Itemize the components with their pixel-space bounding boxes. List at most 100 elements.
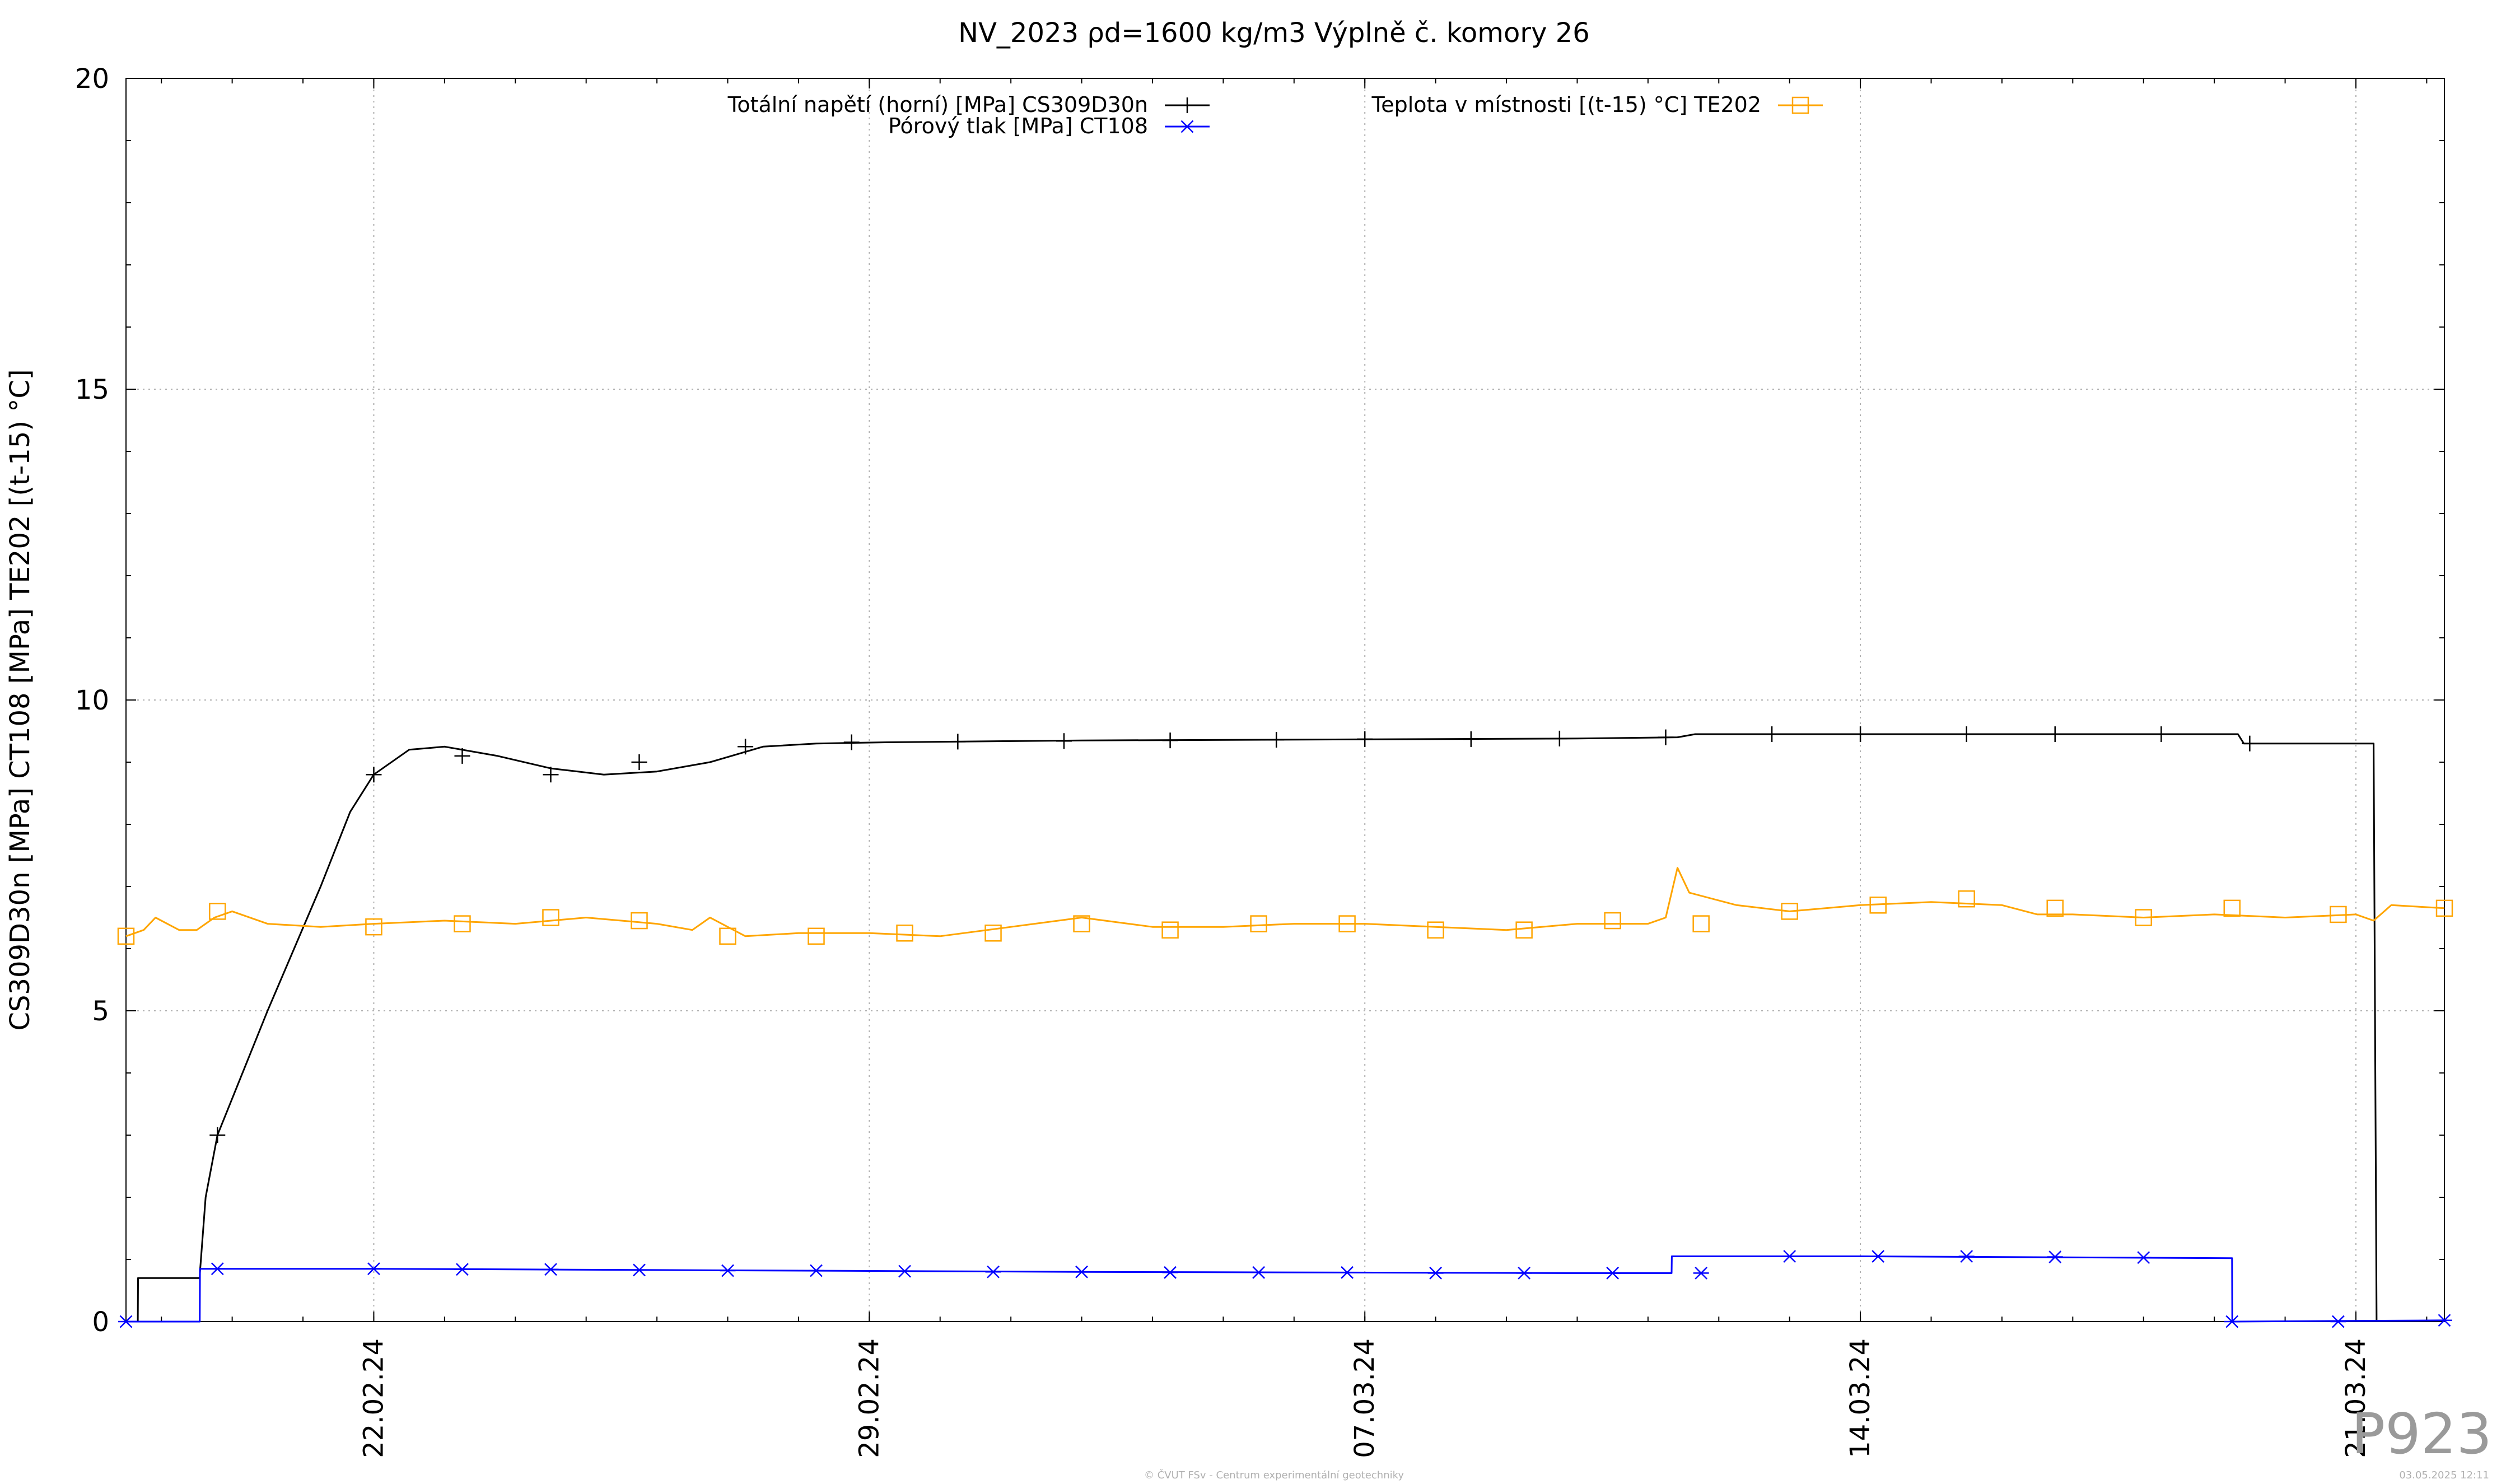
legend-total-stress-label: Totální napětí (horní) [MPa] CS309D30n bbox=[727, 92, 1148, 117]
pore-pressure-series-point bbox=[2047, 1250, 2063, 1263]
y-tick-label: 5 bbox=[92, 996, 109, 1027]
room-temperature-series-point bbox=[2046, 899, 2064, 917]
total-stress-series-point bbox=[454, 748, 470, 764]
pore-pressure-series-point bbox=[1250, 1266, 1267, 1279]
pore-pressure-series-point bbox=[2224, 1315, 2240, 1328]
pore-pressure-series-line bbox=[126, 1255, 2445, 1323]
pore-pressure-series-point bbox=[543, 1263, 559, 1276]
total-stress-series-point bbox=[1056, 733, 1072, 749]
room-temperature-series-point bbox=[984, 925, 1002, 942]
pore-pressure-series-point bbox=[897, 1264, 913, 1278]
pore-pressure-series-point bbox=[209, 1262, 226, 1276]
pore-pressure-series-point bbox=[1781, 1250, 1798, 1263]
legend: Totální napětí (horní) [MPa] CS309D30nPó… bbox=[727, 92, 1823, 138]
pore-pressure-series-point bbox=[1339, 1266, 1355, 1279]
watermark: P923 bbox=[2351, 1401, 2492, 1467]
room-temperature-series-point bbox=[542, 909, 559, 926]
room-temperature-series-point bbox=[1869, 897, 1887, 914]
room-temperature-series-point bbox=[1338, 915, 1356, 932]
x-tick-label: 14.03.24 bbox=[1845, 1338, 1876, 1458]
room-temperature-series-point bbox=[1515, 921, 1533, 939]
x-tick-label: 21.03.24 bbox=[2340, 1338, 2372, 1458]
y-tick-label: 15 bbox=[75, 374, 109, 405]
room-temperature-series-line bbox=[125, 867, 2445, 937]
pore-pressure-series-point bbox=[1693, 1267, 1709, 1280]
room-temperature-series-point bbox=[1250, 915, 1267, 932]
room-temperature-series-point bbox=[1073, 915, 1090, 932]
total-stress-series-point bbox=[1764, 726, 1780, 743]
pore-pressure-series-point bbox=[2437, 1314, 2452, 1327]
legend-pore-pressure-marker bbox=[1179, 120, 1195, 133]
credit-text: © ČVUT FSv - Centrum experimentální geot… bbox=[1144, 1469, 1404, 1481]
room-temperature-series-point bbox=[1427, 921, 1444, 939]
room-temperature-series-point bbox=[896, 925, 913, 942]
total-stress-series-point bbox=[1268, 732, 1285, 748]
pore-pressure-series-point bbox=[454, 1263, 470, 1276]
total-stress-series-point bbox=[2047, 726, 2063, 743]
total-stress-series-point bbox=[366, 767, 382, 783]
pore-pressure-series-point bbox=[1074, 1265, 1090, 1278]
total-stress-series-point bbox=[209, 1127, 226, 1143]
pore-pressure-series-point bbox=[1958, 1250, 1975, 1263]
pore-pressure-series bbox=[118, 1250, 2452, 1328]
pore-pressure-series-point bbox=[118, 1315, 134, 1328]
total-stress-series-point bbox=[631, 754, 647, 770]
pore-pressure-series-point bbox=[2135, 1251, 2152, 1264]
pore-pressure-series-point bbox=[631, 1263, 647, 1277]
chart-title: NV_2023 ρd=1600 kg/m3 Výplně č. komory 2… bbox=[958, 17, 1590, 49]
total-stress-series-point bbox=[1658, 729, 1674, 745]
total-stress-series-point bbox=[1958, 726, 1975, 743]
room-temperature-series-point bbox=[117, 927, 135, 945]
pore-pressure-series-point bbox=[1427, 1267, 1444, 1280]
pore-pressure-series-point bbox=[985, 1265, 1001, 1278]
pore-pressure-series-point bbox=[366, 1262, 382, 1276]
room-temperature-series-point bbox=[719, 927, 736, 945]
x-tick-label: 07.03.24 bbox=[1349, 1338, 1380, 1458]
legend-pore-pressure: Pórový tlak [MPa] CT108 bbox=[888, 114, 1210, 138]
room-temperature-series-point bbox=[808, 927, 825, 945]
pore-pressure-series-point bbox=[1604, 1267, 1621, 1280]
room-temperature-series bbox=[117, 867, 2453, 945]
total-stress-series-point bbox=[738, 739, 754, 755]
pore-pressure-series-point bbox=[720, 1264, 736, 1277]
room-temperature-series-point bbox=[631, 912, 648, 930]
room-temperature-series-point bbox=[454, 915, 471, 932]
pore-pressure-series-point bbox=[2330, 1315, 2346, 1328]
room-temperature-series-point bbox=[2135, 909, 2152, 926]
legend-total-stress: Totální napětí (horní) [MPa] CS309D30n bbox=[727, 92, 1210, 117]
pore-pressure-series-point bbox=[808, 1264, 824, 1277]
y-tick-label: 20 bbox=[75, 63, 109, 95]
room-temperature-series-point bbox=[1161, 921, 1179, 939]
total-stress-series-point bbox=[1463, 731, 1479, 747]
room-temperature-series-point bbox=[1781, 903, 1798, 920]
y-axis-label: CS309D30n [MPa] CT108 [MPa] TE202 [(t-15… bbox=[4, 369, 36, 1030]
legend-room-temperature-marker bbox=[1791, 96, 1809, 114]
legend-room-temperature-label: Teplota v místnosti [(t-15) °C] TE202 bbox=[1371, 92, 1761, 117]
x-tick-label: 29.02.24 bbox=[853, 1338, 885, 1458]
total-stress-series-point bbox=[1357, 731, 1373, 747]
total-stress-series bbox=[126, 726, 2378, 1323]
total-stress-series-point bbox=[1551, 730, 1567, 746]
pore-pressure-series-point bbox=[1870, 1250, 1886, 1263]
total-stress-series-line bbox=[126, 733, 2378, 1323]
legend-total-stress-marker bbox=[1179, 97, 1195, 113]
pore-pressure-series-point bbox=[1162, 1266, 1178, 1279]
series-layer bbox=[117, 726, 2453, 1328]
legend-room-temperature: Teplota v místnosti [(t-15) °C] TE202 bbox=[1371, 92, 1823, 117]
pore-pressure-series-point bbox=[1516, 1267, 1532, 1280]
axis-ticks: 0 5 10 15 20 22.02.24 29.02.24 07.03.24 14.03.24… bbox=[75, 63, 2444, 1458]
total-stress-series-point bbox=[1162, 732, 1178, 749]
total-stress-series-point bbox=[543, 767, 559, 783]
total-stress-series-point bbox=[2242, 735, 2258, 752]
room-temperature-series-point bbox=[2435, 899, 2453, 917]
room-temperature-series-point bbox=[2330, 906, 2347, 923]
timestamp-text: 03.05.2025 12:11 bbox=[2399, 1469, 2489, 1481]
total-stress-series-point bbox=[950, 734, 966, 750]
y-tick-label: 10 bbox=[75, 685, 109, 716]
x-tick-label: 22.02.24 bbox=[358, 1338, 389, 1458]
room-temperature-series-point bbox=[2223, 899, 2241, 917]
room-temperature-series-point bbox=[1692, 915, 1710, 932]
total-stress-series-point bbox=[1852, 726, 1869, 743]
grid-lines bbox=[126, 78, 2444, 1322]
